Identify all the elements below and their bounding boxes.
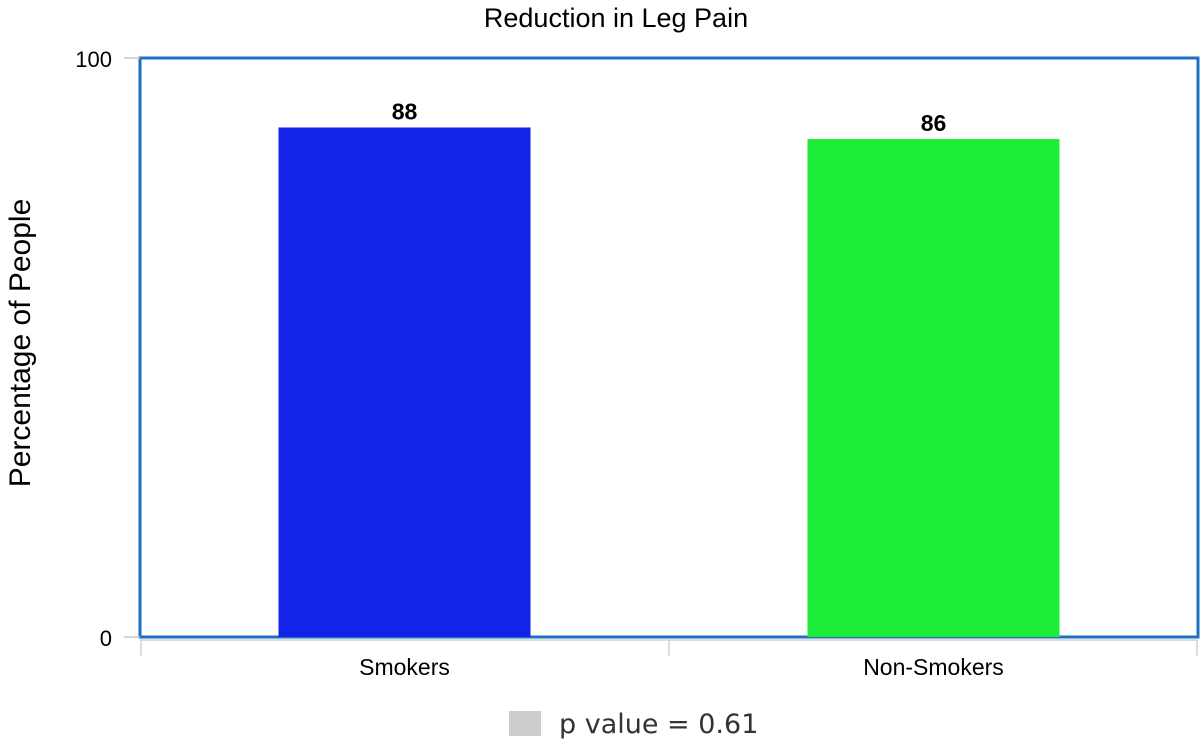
data-label: 86 — [921, 110, 947, 136]
legend: p value = 0.61 — [509, 709, 758, 740]
x-tick-label: Non-Smokers — [863, 654, 1004, 680]
bar-smokers — [278, 127, 531, 637]
legend-swatch — [509, 711, 541, 736]
legend-label: p value = 0.61 — [559, 709, 758, 740]
category-labels-layer: Smokers Non-Smokers — [359, 654, 1004, 680]
bars-layer — [278, 127, 1060, 637]
data-labels-layer: 88 86 — [392, 98, 947, 136]
y-tick-label-max: 100 — [75, 47, 112, 72]
data-label: 88 — [392, 98, 418, 124]
bar-non-smokers — [807, 139, 1060, 637]
y-axis-label: Percentage of People — [4, 199, 37, 488]
chart-title: Reduction in Leg Pain — [484, 3, 748, 33]
y-tick-label-min: 0 — [100, 626, 112, 651]
x-tick-label: Smokers — [359, 654, 450, 680]
